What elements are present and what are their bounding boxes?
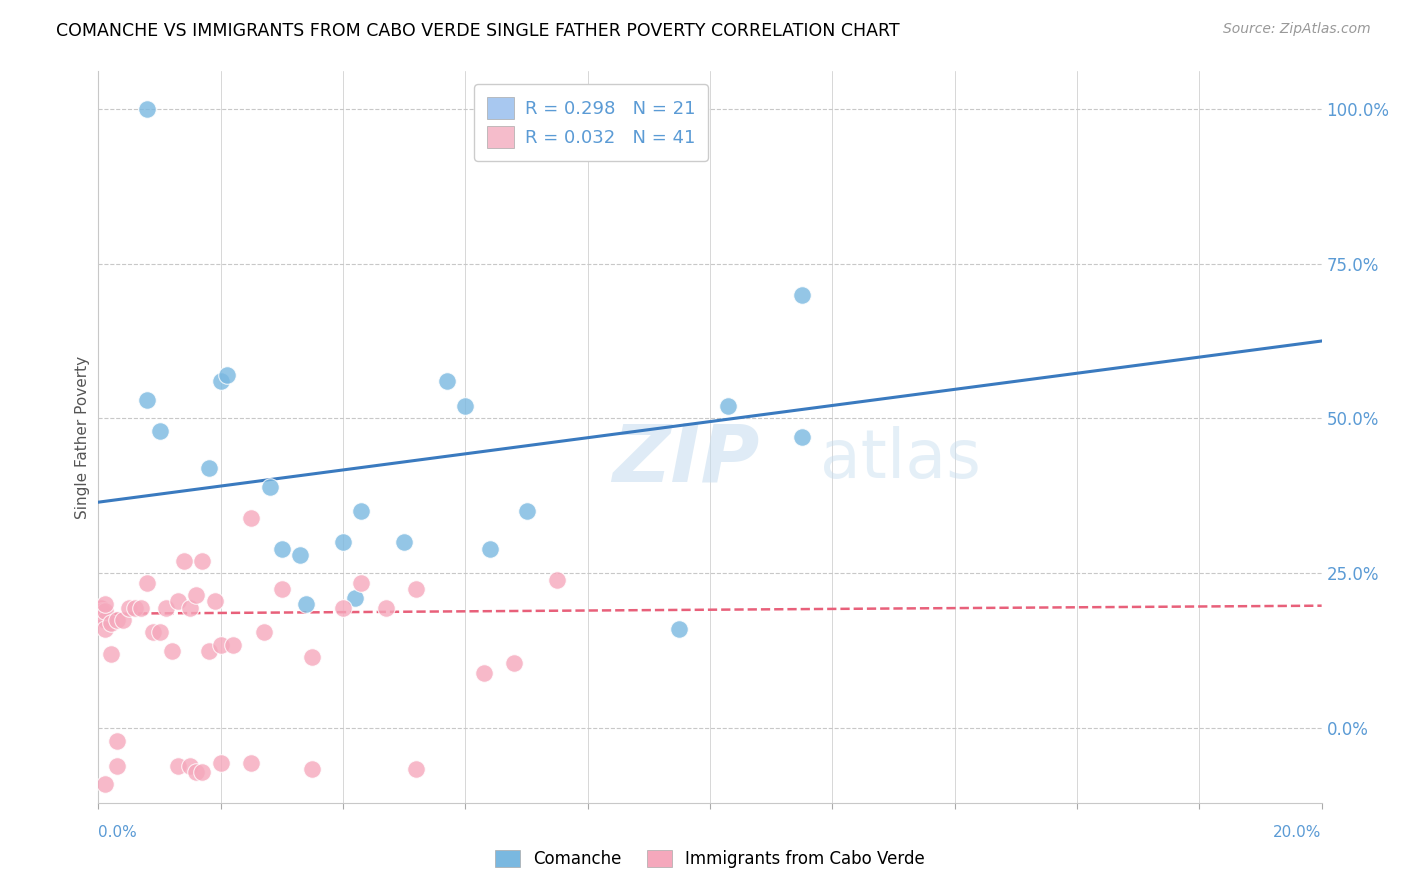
Point	[332, 535, 354, 549]
Point	[167, 594, 190, 608]
Legend: Comanche, Immigrants from Cabo Verde: Comanche, Immigrants from Cabo Verde	[488, 844, 932, 875]
Point	[790, 430, 813, 444]
Point	[405, 582, 427, 596]
Point	[215, 368, 238, 383]
Text: ZIP: ZIP	[612, 420, 759, 498]
Point	[478, 541, 501, 556]
Point	[93, 598, 115, 612]
Y-axis label: Single Father Poverty: Single Father Poverty	[75, 356, 90, 518]
Point	[240, 510, 263, 524]
Text: Source: ZipAtlas.com: Source: ZipAtlas.com	[1223, 22, 1371, 37]
Point	[270, 541, 292, 556]
Point	[179, 600, 201, 615]
Point	[301, 650, 323, 665]
Point	[295, 598, 318, 612]
Point	[149, 424, 172, 438]
Point	[350, 504, 373, 518]
Point	[149, 625, 172, 640]
Point	[105, 758, 128, 772]
Text: 20.0%: 20.0%	[1274, 825, 1322, 840]
Point	[790, 287, 813, 301]
Point	[90, 610, 112, 624]
Point	[136, 102, 159, 116]
Point	[209, 756, 232, 770]
Point	[290, 548, 312, 562]
Point	[136, 392, 159, 407]
Point	[93, 613, 115, 627]
Text: COMANCHE VS IMMIGRANTS FROM CABO VERDE SINGLE FATHER POVERTY CORRELATION CHART: COMANCHE VS IMMIGRANTS FROM CABO VERDE S…	[56, 22, 900, 40]
Point	[374, 600, 396, 615]
Point	[209, 638, 232, 652]
Point	[155, 600, 177, 615]
Point	[516, 504, 538, 518]
Point	[179, 758, 201, 772]
Point	[197, 644, 219, 658]
Point	[503, 657, 526, 671]
Point	[124, 600, 146, 615]
Point	[160, 644, 183, 658]
Point	[191, 554, 214, 568]
Point	[142, 625, 165, 640]
Point	[136, 575, 159, 590]
Point	[204, 594, 226, 608]
Point	[186, 764, 208, 779]
Point	[173, 554, 195, 568]
Point	[405, 762, 427, 776]
Point	[100, 615, 122, 630]
Point	[191, 764, 214, 779]
Point	[197, 461, 219, 475]
Point	[93, 777, 115, 791]
Point	[350, 575, 373, 590]
Point	[546, 573, 568, 587]
Point	[344, 591, 367, 606]
Point	[332, 600, 354, 615]
Point	[129, 600, 152, 615]
Point	[717, 399, 740, 413]
Point	[472, 665, 495, 680]
Point	[270, 582, 292, 596]
Point	[105, 613, 128, 627]
Point	[454, 399, 477, 413]
Point	[90, 600, 112, 615]
Point	[167, 758, 190, 772]
Point	[93, 604, 115, 618]
Point	[240, 756, 263, 770]
Point	[93, 610, 115, 624]
Point	[436, 374, 458, 388]
Point	[392, 535, 416, 549]
Point	[105, 734, 128, 748]
Point	[89, 600, 111, 615]
Point	[301, 762, 323, 776]
Point	[209, 374, 232, 388]
Point	[668, 622, 690, 636]
Point	[259, 480, 281, 494]
Point	[222, 638, 245, 652]
Point	[252, 625, 274, 640]
Point	[93, 622, 115, 636]
Text: atlas: atlas	[820, 426, 981, 492]
Text: 0.0%: 0.0%	[98, 825, 138, 840]
Point	[91, 604, 114, 618]
Point	[100, 647, 122, 661]
Point	[111, 613, 134, 627]
Point	[118, 600, 141, 615]
Point	[186, 588, 208, 602]
